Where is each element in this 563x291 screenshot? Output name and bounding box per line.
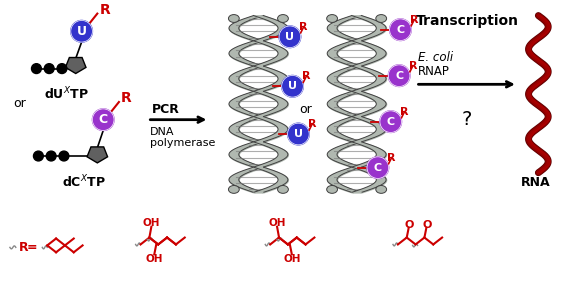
Circle shape bbox=[33, 151, 43, 161]
Ellipse shape bbox=[278, 185, 288, 193]
Text: RNAP: RNAP bbox=[418, 65, 449, 78]
Text: C: C bbox=[99, 113, 108, 126]
Text: PCR: PCR bbox=[153, 103, 180, 116]
Circle shape bbox=[390, 19, 411, 40]
Text: R: R bbox=[302, 72, 311, 81]
Text: OH: OH bbox=[142, 218, 160, 228]
Text: OH: OH bbox=[269, 218, 286, 228]
Text: C: C bbox=[396, 25, 404, 35]
Circle shape bbox=[46, 151, 56, 161]
Text: dU$^X$TP: dU$^X$TP bbox=[44, 85, 89, 102]
Text: polymerase: polymerase bbox=[150, 138, 216, 148]
Text: C: C bbox=[374, 163, 382, 173]
Circle shape bbox=[282, 75, 303, 97]
Text: U: U bbox=[77, 25, 87, 38]
Text: =: = bbox=[26, 241, 37, 254]
Text: or: or bbox=[13, 97, 25, 111]
Ellipse shape bbox=[229, 185, 239, 193]
Circle shape bbox=[288, 123, 309, 145]
Ellipse shape bbox=[327, 15, 337, 22]
Text: R: R bbox=[400, 107, 409, 117]
Ellipse shape bbox=[278, 15, 288, 22]
Circle shape bbox=[279, 26, 301, 47]
Text: OH: OH bbox=[146, 254, 163, 264]
Text: R: R bbox=[387, 153, 396, 163]
Circle shape bbox=[380, 111, 401, 132]
Ellipse shape bbox=[229, 15, 239, 22]
Text: R: R bbox=[19, 241, 28, 254]
Text: RNA: RNA bbox=[521, 176, 550, 189]
Ellipse shape bbox=[376, 15, 387, 22]
Text: OH: OH bbox=[283, 254, 301, 264]
Text: R: R bbox=[99, 3, 110, 17]
Text: O: O bbox=[423, 220, 432, 230]
Text: C: C bbox=[387, 117, 395, 127]
Circle shape bbox=[367, 157, 388, 178]
Circle shape bbox=[44, 64, 54, 74]
Text: or: or bbox=[300, 103, 312, 116]
Text: R: R bbox=[409, 61, 417, 71]
Circle shape bbox=[388, 65, 410, 86]
Ellipse shape bbox=[327, 185, 337, 193]
Text: ?: ? bbox=[462, 110, 472, 129]
Text: R: R bbox=[300, 22, 308, 32]
Text: Transcription: Transcription bbox=[415, 14, 519, 28]
Polygon shape bbox=[65, 58, 86, 74]
Text: R: R bbox=[308, 119, 316, 129]
Text: O: O bbox=[405, 220, 414, 230]
Text: R: R bbox=[410, 15, 418, 25]
Circle shape bbox=[57, 64, 67, 74]
Text: U: U bbox=[288, 81, 297, 91]
Circle shape bbox=[59, 151, 69, 161]
Polygon shape bbox=[87, 147, 108, 163]
Text: U: U bbox=[285, 32, 294, 42]
Text: E. coli: E. coli bbox=[418, 51, 453, 64]
Text: DNA: DNA bbox=[150, 127, 175, 136]
Circle shape bbox=[92, 109, 114, 130]
Circle shape bbox=[32, 64, 41, 74]
Text: R: R bbox=[121, 91, 132, 105]
Circle shape bbox=[71, 20, 92, 42]
Text: U: U bbox=[294, 129, 303, 139]
Text: dC$^X$TP: dC$^X$TP bbox=[62, 174, 106, 190]
Text: C: C bbox=[395, 71, 403, 81]
Ellipse shape bbox=[376, 185, 387, 193]
